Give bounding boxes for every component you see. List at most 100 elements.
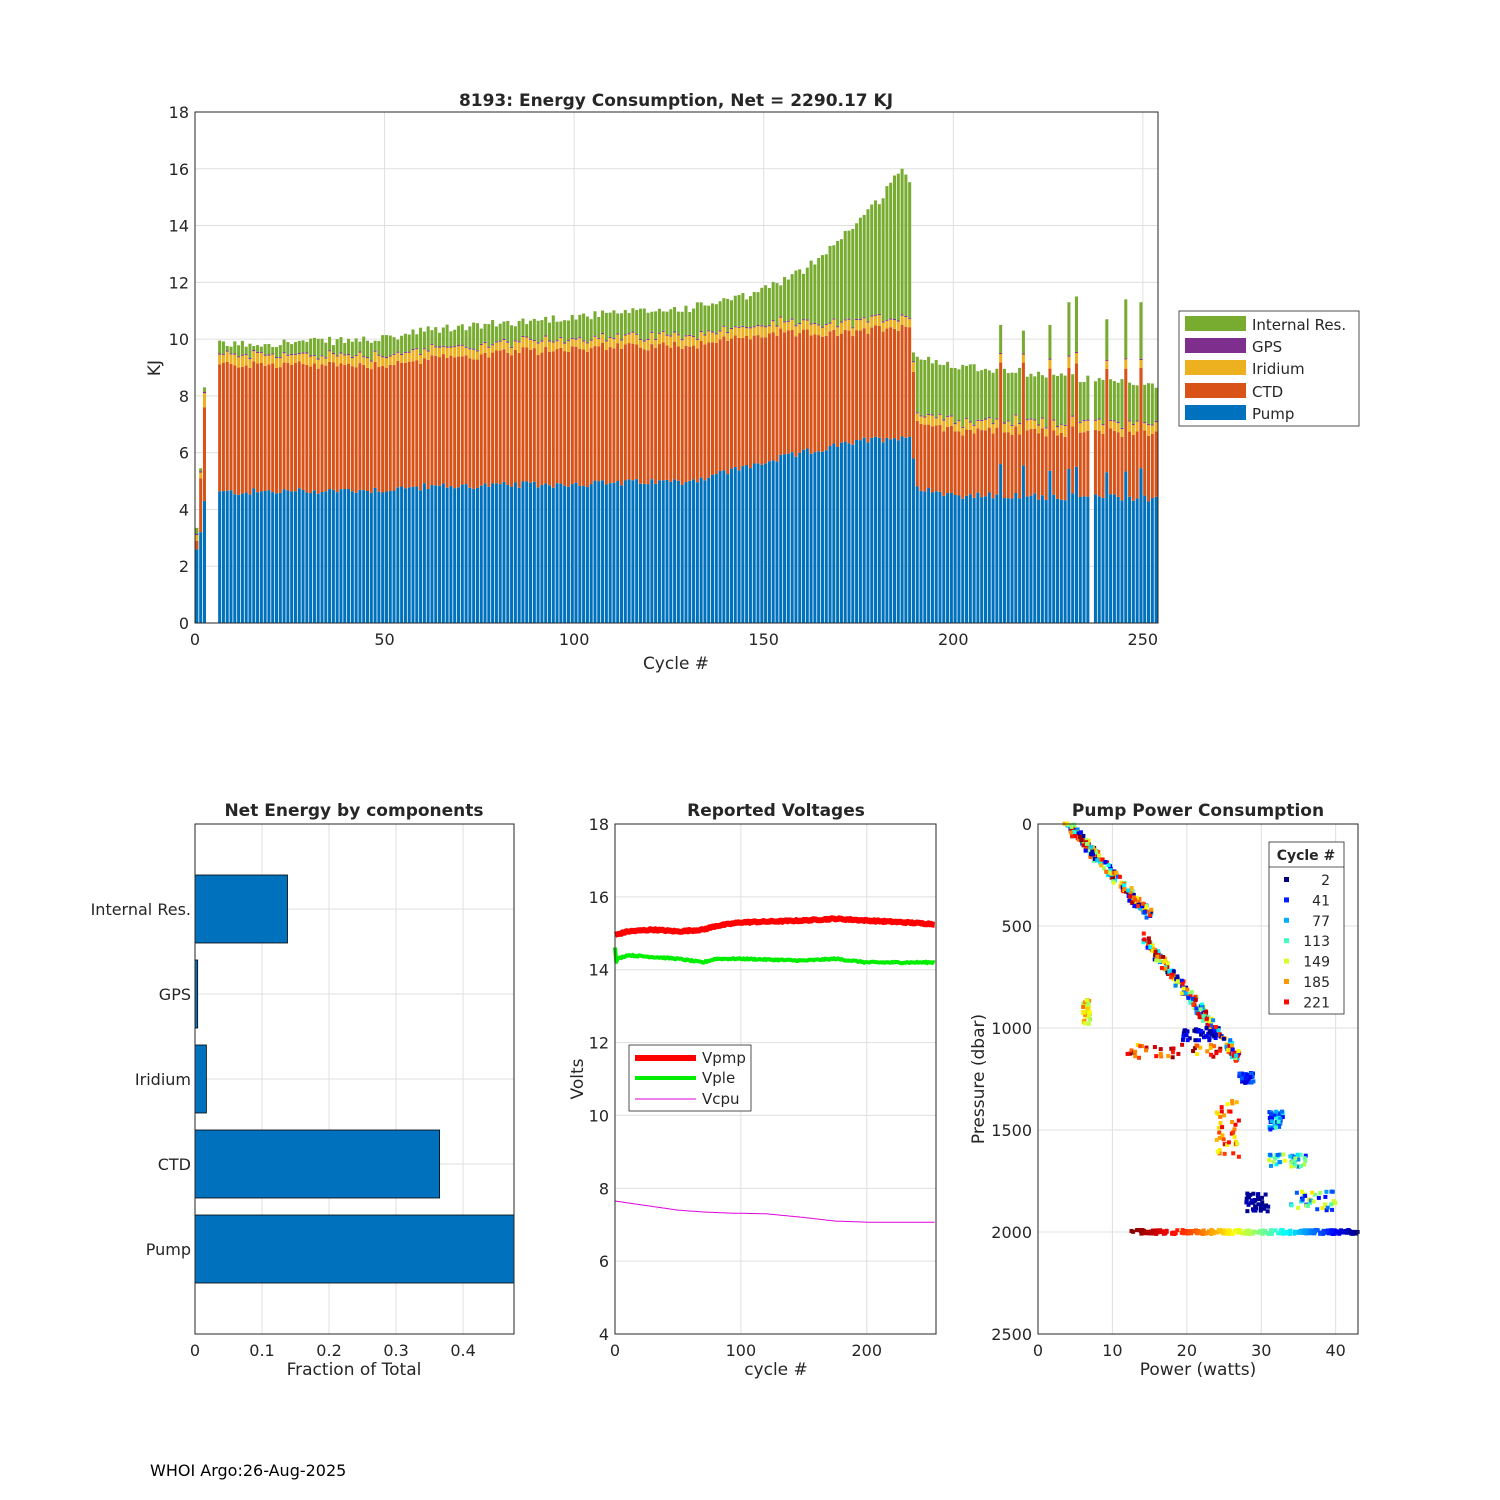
energy-bar-iridium bbox=[532, 340, 536, 349]
energy-bar-gps bbox=[900, 314, 904, 316]
energy-bar-pump bbox=[695, 482, 699, 623]
pump-power-point bbox=[1079, 838, 1084, 843]
pump-power-point bbox=[1276, 1231, 1281, 1236]
energy-bar-gps bbox=[237, 356, 241, 358]
energy-bar-iridium bbox=[1037, 425, 1041, 434]
energy-bar-iridium bbox=[422, 349, 426, 359]
pump-power-point bbox=[1347, 1230, 1352, 1235]
energy-bar-pump bbox=[1154, 496, 1158, 623]
energy-bar-iridium bbox=[1086, 420, 1090, 431]
pump-power-point bbox=[1302, 1156, 1307, 1161]
energy-bar-internal bbox=[775, 283, 779, 326]
pump-power-point bbox=[1103, 860, 1108, 865]
energy-bar-pump bbox=[369, 492, 373, 623]
energy-bar-gps bbox=[225, 350, 229, 352]
energy-bar-pump bbox=[885, 437, 889, 623]
energy-bar-internal bbox=[919, 359, 923, 416]
energy-bar-ctd bbox=[491, 352, 495, 484]
pump-power-point bbox=[1281, 1152, 1286, 1157]
energy-bar-iridium bbox=[225, 351, 229, 362]
energy-bar-gps bbox=[422, 348, 426, 350]
energy-bar-internal bbox=[1105, 319, 1109, 360]
energy-bar-internal bbox=[654, 311, 658, 339]
energy-bar-internal bbox=[335, 339, 339, 356]
energy-bar-iridium bbox=[1014, 415, 1018, 427]
energy-bar-iridium bbox=[764, 327, 768, 338]
energy-bar-ctd bbox=[627, 343, 631, 480]
pump-power-point bbox=[1252, 1199, 1257, 1204]
energy-bar-iridium bbox=[1052, 420, 1056, 431]
energy-bar-iridium bbox=[949, 416, 953, 426]
energy-bar-pump bbox=[233, 494, 237, 623]
energy-bar-pump bbox=[1067, 469, 1071, 623]
energy-bar-gps bbox=[877, 313, 881, 316]
pump-power-point bbox=[1207, 1036, 1212, 1041]
energy-bar-ctd bbox=[403, 362, 407, 489]
energy-bar-iridium bbox=[817, 325, 821, 336]
energy-bar-ctd bbox=[415, 360, 419, 487]
energy-bar-gps bbox=[1071, 415, 1075, 417]
energy-bar-internal bbox=[824, 254, 828, 324]
energy-bar-gps bbox=[1002, 422, 1006, 424]
energy-bar-ctd bbox=[923, 424, 927, 492]
energy-bar-pump bbox=[453, 488, 457, 623]
pump-power-point bbox=[1289, 1203, 1294, 1208]
energy-bar-ctd bbox=[267, 364, 271, 491]
energy-bar-ctd bbox=[631, 343, 635, 481]
energy-bar-ctd bbox=[1021, 362, 1025, 466]
energy-bar-pump bbox=[441, 483, 445, 623]
voltages-ytick-label: 4 bbox=[599, 1325, 609, 1344]
pump-power-point bbox=[1087, 1010, 1092, 1015]
energy-bar-internal bbox=[282, 339, 286, 353]
energy-bar-gps bbox=[593, 335, 597, 337]
energy-bar-ctd bbox=[604, 350, 608, 485]
pump-power-point bbox=[1217, 1032, 1222, 1037]
energy-bar-pump bbox=[923, 491, 927, 623]
energy-bar-internal bbox=[892, 175, 897, 319]
energy-bar-iridium bbox=[350, 358, 354, 367]
energy-bar-ctd bbox=[836, 335, 840, 447]
energy-bar-iridium bbox=[1093, 420, 1097, 430]
energy-bar-iridium bbox=[407, 352, 411, 362]
energy-bar-pump bbox=[574, 482, 578, 623]
energy-bar-internal bbox=[434, 327, 438, 347]
energy-bar-ctd bbox=[798, 333, 802, 453]
pump-power-axes-box bbox=[1037, 823, 1359, 1335]
energy-bar-gps bbox=[445, 346, 449, 348]
energy-bar-pump bbox=[820, 451, 824, 623]
energy-bar-iridium bbox=[259, 352, 263, 363]
energy-bar-internal bbox=[320, 338, 324, 356]
pump-power-point bbox=[1262, 1229, 1267, 1234]
components-bar bbox=[194, 874, 288, 944]
energy-bar-pump bbox=[881, 442, 885, 623]
energy-bar-pump bbox=[468, 487, 472, 623]
energy-bar-pump bbox=[293, 491, 297, 623]
energy-bar-ctd bbox=[942, 431, 946, 496]
pump-power-point bbox=[1135, 904, 1140, 909]
energy-bar-ctd bbox=[411, 361, 415, 487]
energy-bar-internal bbox=[369, 342, 373, 361]
pump-power-point bbox=[1219, 1105, 1224, 1110]
energy-bar-gps bbox=[339, 352, 343, 354]
pump-power-point bbox=[1247, 1194, 1252, 1199]
energy-bar-iridium bbox=[938, 414, 942, 426]
energy-bar-pump bbox=[870, 437, 874, 623]
energy-bar-gps bbox=[1029, 418, 1033, 420]
energy-bar-gps bbox=[1040, 417, 1044, 419]
pump-power-legend-label: 41 bbox=[1312, 893, 1330, 909]
energy-bar-internal bbox=[1037, 371, 1041, 425]
energy-bar-ctd bbox=[650, 344, 654, 480]
energy-bar-ctd bbox=[237, 367, 241, 495]
energy-bar-internal bbox=[1056, 375, 1060, 427]
energy-bar-internal bbox=[695, 302, 699, 339]
energy-bar-ctd bbox=[620, 348, 624, 486]
energy-bar-ctd bbox=[995, 427, 999, 495]
pump-power-point bbox=[1214, 1137, 1219, 1142]
energy-bar-gps bbox=[536, 342, 540, 344]
pump-power-point bbox=[1213, 1230, 1218, 1235]
pump-power-point bbox=[1266, 1231, 1271, 1236]
pump-power-point bbox=[1187, 1036, 1192, 1041]
energy-bar-iridium bbox=[343, 355, 347, 365]
energy-bar-gps bbox=[400, 353, 404, 356]
